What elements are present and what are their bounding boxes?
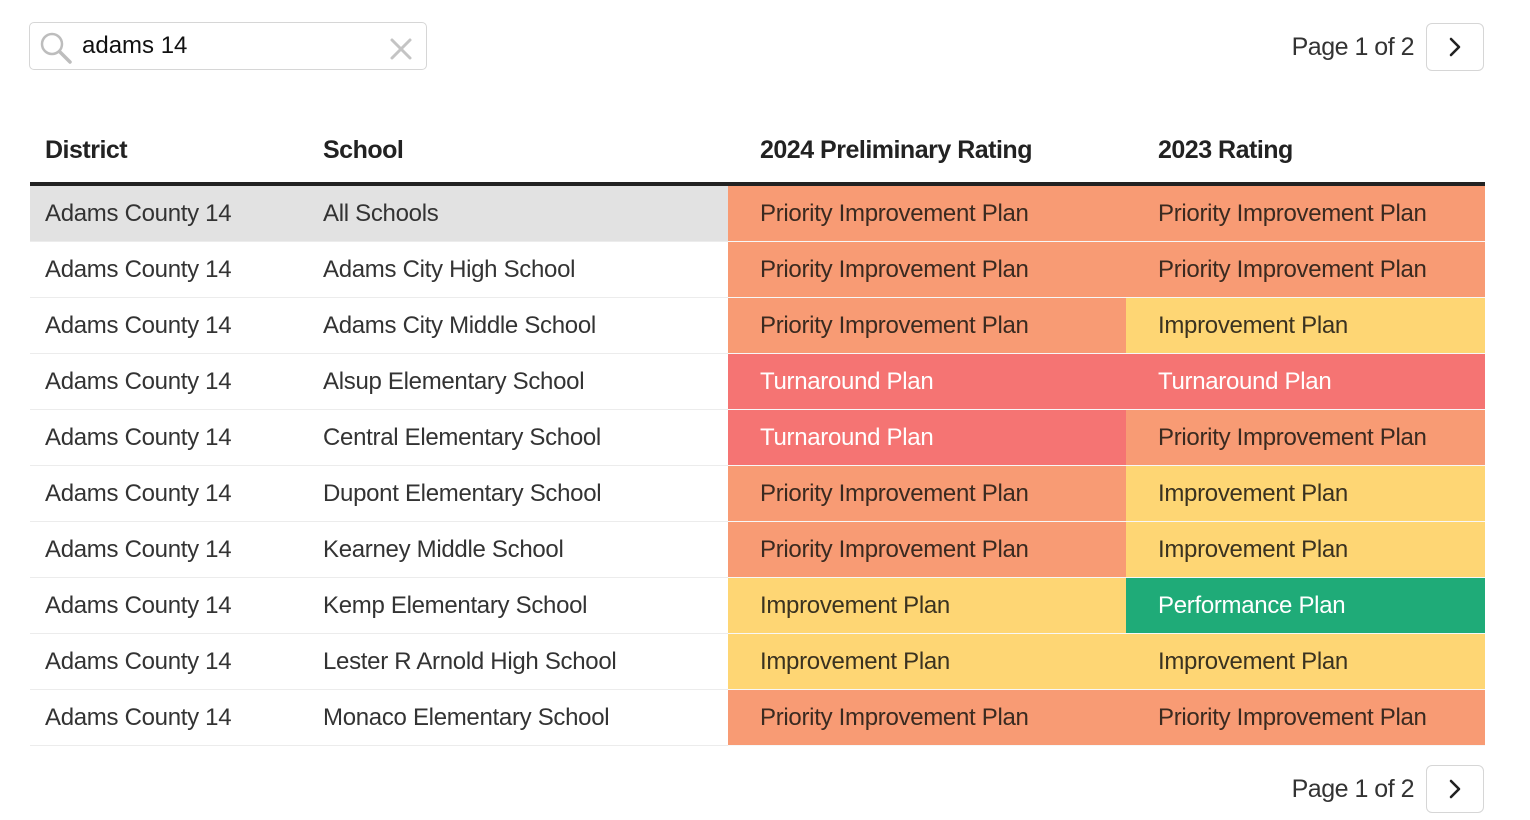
table-row: Adams County 14 Kemp Elementary School I… xyxy=(30,577,1485,634)
column-header-2024-rating[interactable]: 2024 Preliminary Rating xyxy=(728,118,1126,186)
school-cell: Dupont Elementary School xyxy=(323,479,602,507)
rating-2024-cell: Turnaround Plan xyxy=(728,353,1126,410)
rating-2023-cell: Turnaround Plan xyxy=(1126,353,1485,410)
table-row: Adams County 14 Lester R Arnold High Sch… xyxy=(30,633,1485,690)
rating-2023-cell: Improvement Plan xyxy=(1126,521,1485,578)
table-row: Adams County 14 Alsup Elementary School … xyxy=(30,353,1485,410)
district-cell: Adams County 14 xyxy=(45,423,232,451)
pagination-bottom: Page 1 of 2 xyxy=(1292,765,1484,813)
rating-2024-cell: Priority Improvement Plan xyxy=(728,465,1126,522)
school-cell: Adams City High School xyxy=(323,255,576,283)
school-cell: Monaco Elementary School xyxy=(323,703,610,731)
pagination-top: Page 1 of 2 xyxy=(1292,23,1484,71)
rating-2024-cell: Priority Improvement Plan xyxy=(728,184,1126,242)
next-page-button[interactable] xyxy=(1426,23,1484,71)
ratings-table: District School 2024 Preliminary Rating … xyxy=(30,118,1485,746)
table-header-row: District School 2024 Preliminary Rating … xyxy=(30,118,1485,186)
page-indicator: Page 1 of 2 xyxy=(1291,774,1415,803)
rating-2023-cell: Performance Plan xyxy=(1126,577,1485,634)
rating-2023-cell: Improvement Plan xyxy=(1126,633,1485,690)
rating-2024-cell: Improvement Plan xyxy=(728,633,1126,690)
ratings-table-container: District School 2024 Preliminary Rating … xyxy=(30,118,1485,746)
table-row: Adams County 14 Monaco Elementary School… xyxy=(30,689,1485,746)
chevron-right-icon xyxy=(1449,779,1461,799)
rating-2024-cell: Priority Improvement Plan xyxy=(728,297,1126,354)
district-cell: Adams County 14 xyxy=(45,647,232,675)
table-row: Adams County 14 Adams City Middle School… xyxy=(30,297,1485,354)
table-row: Adams County 14 Dupont Elementary School… xyxy=(30,465,1485,522)
rating-2024-cell: Priority Improvement Plan xyxy=(728,521,1126,578)
table-row: Adams County 14 Adams City High School P… xyxy=(30,241,1485,298)
page-indicator: Page 1 of 2 xyxy=(1291,32,1415,61)
close-icon[interactable] xyxy=(389,37,413,61)
district-cell: Adams County 14 xyxy=(45,703,232,731)
chevron-right-icon xyxy=(1449,37,1461,57)
rating-2024-cell: Turnaround Plan xyxy=(728,409,1126,466)
rating-2023-cell: Priority Improvement Plan xyxy=(1126,184,1485,242)
table-row: Adams County 14 Central Elementary Schoo… xyxy=(30,409,1485,466)
school-cell: Kemp Elementary School xyxy=(323,591,588,619)
district-cell: Adams County 14 xyxy=(45,535,232,563)
column-header-district[interactable]: District xyxy=(30,118,308,186)
district-cell: Adams County 14 xyxy=(45,479,232,507)
rating-2023-cell: Priority Improvement Plan xyxy=(1126,689,1485,746)
school-cell: Alsup Elementary School xyxy=(323,367,585,395)
rating-2024-cell: Priority Improvement Plan xyxy=(728,689,1126,746)
district-cell: Adams County 14 xyxy=(45,255,232,283)
school-cell: Lester R Arnold High School xyxy=(323,647,617,675)
column-header-2023-rating[interactable]: 2023 Rating xyxy=(1126,118,1485,186)
table-row: Adams County 14 Kearney Middle School Pr… xyxy=(30,521,1485,578)
rating-2024-cell: Priority Improvement Plan xyxy=(728,241,1126,298)
school-cell: Adams City Middle School xyxy=(323,311,596,339)
district-cell: Adams County 14 xyxy=(45,311,232,339)
rating-2023-cell: Improvement Plan xyxy=(1126,297,1485,354)
search-box[interactable] xyxy=(29,22,427,70)
district-cell: Adams County 14 xyxy=(45,367,232,395)
school-cell: All Schools xyxy=(308,184,728,242)
rating-2023-cell: Priority Improvement Plan xyxy=(1126,409,1485,466)
rating-2023-cell: Improvement Plan xyxy=(1126,465,1485,522)
next-page-button[interactable] xyxy=(1426,765,1484,813)
district-cell: Adams County 14 xyxy=(30,184,308,242)
rating-2024-cell: Improvement Plan xyxy=(728,577,1126,634)
table-row: Adams County 14 All Schools Priority Imp… xyxy=(30,184,1485,242)
district-cell: Adams County 14 xyxy=(45,591,232,619)
column-header-school[interactable]: School xyxy=(308,118,728,186)
rating-2023-cell: Priority Improvement Plan xyxy=(1126,241,1485,298)
school-cell: Kearney Middle School xyxy=(323,535,564,563)
search-input[interactable] xyxy=(82,29,382,63)
search-icon xyxy=(40,32,72,64)
school-cell: Central Elementary School xyxy=(323,423,601,451)
